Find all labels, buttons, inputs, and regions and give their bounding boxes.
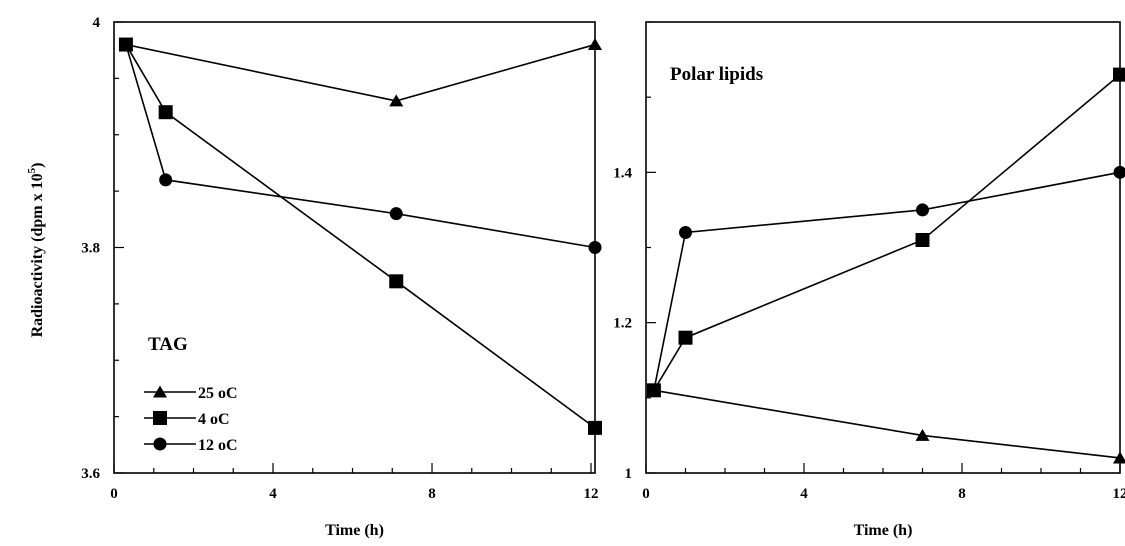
x-tick-label: 12 — [1113, 486, 1125, 502]
x-tick-label: 12 — [584, 486, 599, 502]
y-tick-label: 4 — [93, 15, 101, 31]
data-point — [1113, 451, 1125, 464]
series-line — [125, 44, 596, 249]
legend-label: 4 oC — [198, 411, 230, 428]
data-point — [158, 105, 173, 120]
data-point — [916, 203, 929, 217]
data-point — [119, 38, 133, 52]
plot-frame — [113, 21, 596, 474]
y-tick-label: 1.2 — [613, 316, 632, 332]
x-axis-label: Time (h) — [854, 522, 913, 539]
y-tick-label: 1 — [625, 466, 633, 482]
series-line — [125, 43, 596, 102]
data-point — [159, 173, 173, 187]
series-line — [653, 389, 1121, 459]
x-tick-label: 8 — [428, 486, 436, 502]
data-point — [1113, 165, 1125, 179]
data-point — [679, 225, 692, 239]
legend: 25 oC 4 oC 12 oC — [144, 385, 238, 454]
x-tick-label: 4 — [269, 486, 277, 502]
data-point — [678, 330, 693, 345]
y-tick-label: 3.6 — [81, 466, 100, 482]
series-line — [653, 171, 1121, 391]
panel-title: Polar lipids — [670, 64, 763, 85]
legend-label: 12 oC — [198, 437, 238, 454]
data-point — [915, 428, 930, 441]
x-tick-label: 0 — [110, 486, 118, 502]
y-axis-label-superscript: 5 — [26, 167, 38, 173]
y-tick-label: 3.8 — [81, 241, 100, 257]
data-point — [1113, 67, 1125, 82]
y-axis-label: Radioactivity (dpm x 105) — [26, 163, 46, 338]
legend-marker — [153, 385, 167, 398]
data-point — [588, 241, 602, 254]
x-tick-label: 8 — [958, 486, 966, 502]
panel-title: TAG — [148, 334, 188, 355]
data-point — [389, 274, 404, 289]
series-line — [653, 74, 1121, 391]
data-point — [389, 94, 404, 107]
data-point — [588, 420, 602, 435]
data-point — [915, 232, 930, 247]
data-point — [647, 383, 661, 397]
polar-lipids-panel: 0 4 8 12 1 1.2 1.4 Time (h) Polar lipids — [613, 21, 1125, 539]
tag-panel: 0 4 8 12 3.6 3.8 4 Time (h) TAG 25 oC 4 oC 12 oC — [81, 15, 602, 539]
legend-marker — [153, 411, 167, 425]
legend-label: 25 oC — [198, 385, 238, 402]
x-tick-label: 0 — [642, 486, 650, 502]
legend-marker — [153, 437, 167, 451]
plot-frame — [645, 21, 1121, 474]
x-axis-label: Time (h) — [325, 522, 384, 539]
y-axis-label-main: Radioactivity (dpm x 10 — [29, 173, 46, 337]
data-point — [588, 38, 602, 51]
y-tick-label: 1.4 — [613, 165, 632, 181]
data-point — [389, 207, 403, 221]
x-tick-label: 4 — [800, 486, 808, 502]
y-axis-label-close: ) — [29, 163, 46, 168]
